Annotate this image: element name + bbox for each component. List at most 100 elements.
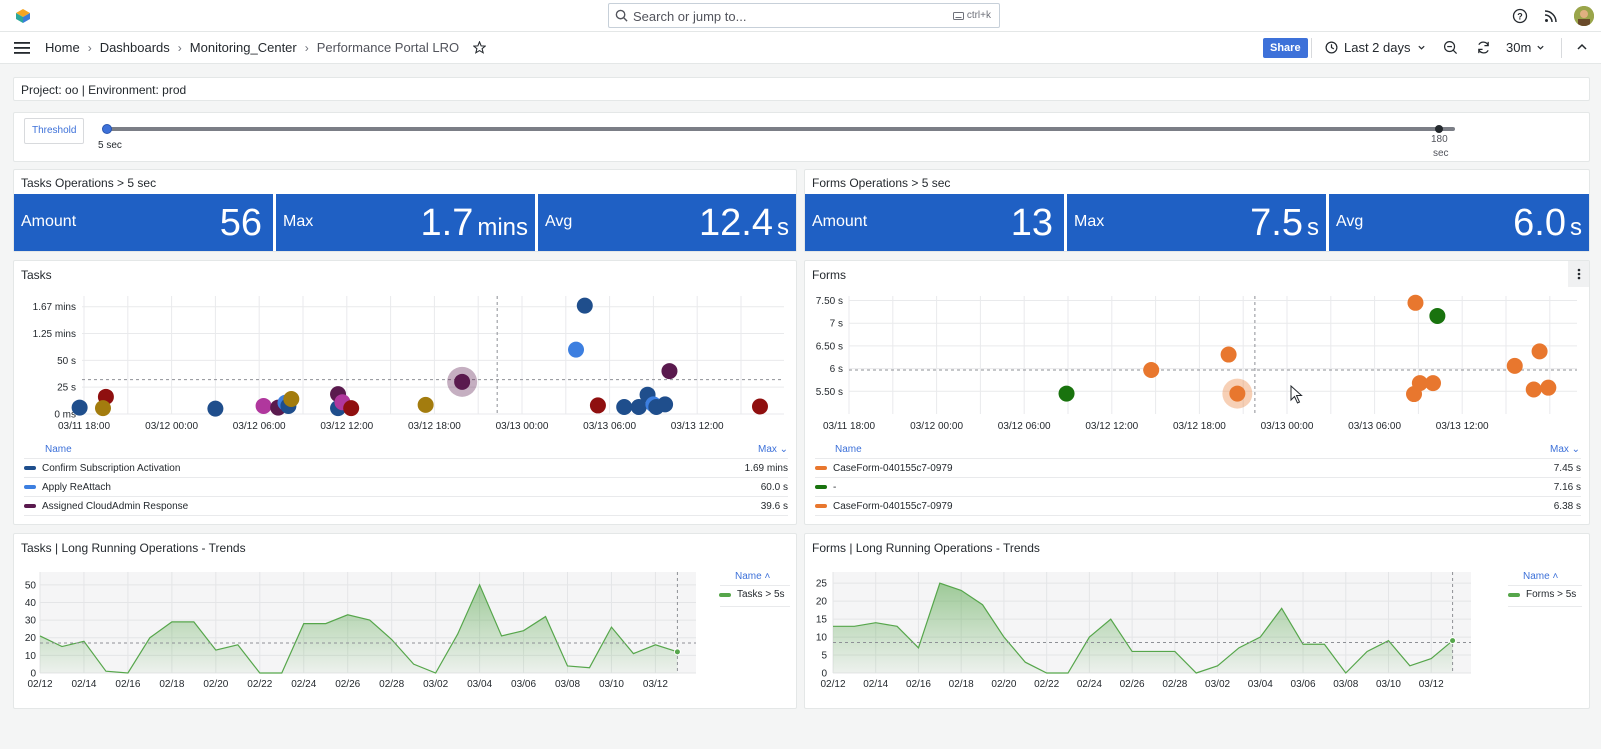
share-button[interactable]: Share — [1263, 38, 1308, 58]
legend-label: Assigned CloudAdmin Response — [42, 500, 189, 512]
slider-min-label: 5 sec — [98, 140, 122, 151]
legend-item[interactable]: Confirm Subscription Activation 1.69 mins — [24, 459, 788, 478]
legend-name-header[interactable]: Name ˄ — [1523, 571, 1558, 582]
slider-handle[interactable] — [102, 124, 112, 134]
threshold-panel: Threshold 5 sec 180 sec — [13, 112, 1590, 162]
legend-value: 39.6 s — [760, 500, 788, 512]
y-tick-label: 40 — [25, 598, 37, 609]
legend-item[interactable]: Forms > 5s — [1508, 589, 1576, 600]
legend-item[interactable]: CaseForm-040155c7-0979 6.38 s — [815, 497, 1581, 516]
breadcrumb-folder[interactable]: Monitoring_Center — [189, 40, 297, 55]
chevron-right-icon: › — [87, 40, 92, 55]
legend-swatch — [815, 485, 827, 489]
project-environment-text: Project: oo | Environment: prod — [21, 83, 187, 97]
x-tick-label: 03/12 00:00 — [145, 421, 198, 432]
user-avatar[interactable] — [1574, 6, 1594, 26]
legend-value: 6.38 s — [1553, 500, 1581, 512]
series-line — [833, 582, 1453, 674]
legend-name-header[interactable]: Name — [45, 444, 72, 455]
threshold-slider[interactable]: 5 sec 180 sec — [98, 124, 1455, 159]
legend-name-header[interactable]: Name ˄ — [735, 571, 770, 582]
legend-item[interactable]: - 7.16 s — [815, 478, 1581, 497]
legend-max-header[interactable]: Max ⌄ — [1550, 444, 1580, 455]
x-tick-label: 03/04 — [467, 679, 492, 690]
data-point — [616, 399, 633, 416]
forms-trend-panel: Forms | Long Running Operations - Trends… — [804, 533, 1590, 709]
search-input[interactable]: Search or jump to... ctrl+k — [608, 3, 1000, 28]
legend-swatch — [719, 592, 731, 597]
legend-item[interactable]: Apply ReAttach 60.0 s — [24, 478, 788, 497]
stat-value: 7.5 s — [1250, 202, 1319, 245]
rss-feed-icon[interactable] — [1543, 8, 1559, 24]
y-tick-label: 5.50 s — [816, 387, 843, 398]
stat-unit: s — [1570, 214, 1582, 241]
menu-icon[interactable] — [14, 41, 30, 55]
panel-title: Tasks — [21, 268, 52, 282]
breadcrumb: Home › Dashboards › Monitoring_Center › … — [45, 40, 487, 55]
tasks-avg-stat[interactable]: Avg 12.4 s — [538, 194, 796, 251]
y-tick-label: 10 — [25, 651, 37, 662]
stat-label: Avg — [1336, 213, 1364, 230]
help-icon[interactable]: ? — [1512, 8, 1528, 24]
refresh-interval-picker[interactable]: 30m — [1506, 40, 1545, 55]
x-tick-label: 03/13 12:00 — [1436, 421, 1489, 432]
tasks-trend-chart[interactable]: 0 10 20 30 40 50 02/12 02/14 02/16 02/18 02/20 02/2… — [14, 558, 714, 708]
breadcrumb-dashboards[interactable]: Dashboards — [99, 40, 170, 55]
slider-track — [107, 127, 1455, 131]
chevron-down-icon — [1417, 45, 1425, 50]
y-tick-label: 6 s — [830, 364, 843, 375]
data-point — [417, 396, 434, 413]
more-vertical-icon — [1577, 268, 1580, 280]
legend-divider — [1508, 585, 1582, 586]
legend-max-header[interactable]: Max ⌄ — [758, 444, 788, 455]
clock-icon — [1325, 41, 1338, 54]
stat-number: 13 — [1010, 202, 1053, 244]
breadcrumb-home[interactable]: Home — [45, 40, 80, 55]
star-icon[interactable] — [473, 41, 487, 54]
forms-max-stat[interactable]: Max 7.5 s — [1067, 194, 1326, 251]
slider-end-dot — [1435, 125, 1443, 133]
forms-avg-stat[interactable]: Avg 6.0 s — [1329, 194, 1589, 251]
y-tick-label: 25 — [816, 579, 828, 590]
forms-scatter-chart[interactable]: 5.50 s 6 s 6.50 s 7 s 7.50 s 03/11 18:00 03/12… — [805, 288, 1591, 468]
data-point — [255, 397, 272, 414]
x-tick-label: 03/02 — [1205, 679, 1230, 690]
legend-value: 7.16 s — [1553, 481, 1581, 493]
legend-divider — [1508, 606, 1582, 607]
x-tick-label: 02/20 — [203, 679, 228, 690]
zoom-out-icon[interactable] — [1443, 40, 1458, 55]
x-tick-label: 02/16 — [906, 679, 931, 690]
refresh-icon[interactable] — [1476, 40, 1491, 55]
y-tick-label: 1.67 mins — [33, 302, 76, 313]
x-tick-label: 02/26 — [335, 679, 360, 690]
data-point — [454, 373, 471, 390]
x-tick-label: 03/13 00:00 — [496, 421, 549, 432]
tasks-max-stat[interactable]: Max 1.7 mins — [276, 194, 535, 251]
panel-menu-button[interactable] — [1568, 261, 1589, 287]
app-logo-icon[interactable] — [15, 8, 31, 24]
data-point — [657, 396, 674, 413]
y-tick-label: 1.25 mins — [33, 329, 76, 340]
x-tick-label: 02/28 — [1162, 679, 1187, 690]
legend-value: 60.0 s — [760, 481, 788, 493]
stat-number: 7.5 — [1250, 202, 1303, 244]
forms-trend-chart[interactable]: 0 5 10 15 20 25 02/12 02/14 02/16 02/18 02/20 02/22… — [805, 558, 1505, 708]
forms-panel: Forms 5.50 s 6 s 6.50 s 7 s 7.50 s 03/11 18:0… — [804, 260, 1590, 525]
forms-amount-stat[interactable]: Amount 13 — [805, 194, 1064, 251]
tasks-scatter-chart[interactable]: 0 ms 25 s 50 s 1.25 mins 1.67 mins 03/11 18:0… — [14, 288, 798, 468]
slider-max-unit: sec — [1433, 148, 1449, 159]
legend-item[interactable]: CaseForm-040155c7-0979 7.45 s — [815, 459, 1581, 478]
y-tick-label: 20 — [25, 633, 37, 644]
chevron-up-icon[interactable] — [1576, 40, 1588, 54]
tasks-amount-stat[interactable]: Amount 56 — [14, 194, 273, 251]
stat-value: 12.4 s — [699, 202, 789, 245]
time-range-picker[interactable]: Last 2 days — [1325, 40, 1426, 55]
stat-number: 6.0 — [1513, 202, 1566, 244]
legend-name-header[interactable]: Name — [835, 444, 862, 455]
legend-item[interactable]: Tasks > 5s — [719, 589, 785, 600]
legend-item[interactable]: Assigned CloudAdmin Response 39.6 s — [24, 497, 788, 516]
threshold-label: Threshold — [24, 118, 85, 144]
data-point — [661, 363, 678, 380]
mouse-cursor-icon — [1290, 385, 1303, 404]
panel-title: Tasks Operations > 5 sec — [21, 176, 157, 190]
